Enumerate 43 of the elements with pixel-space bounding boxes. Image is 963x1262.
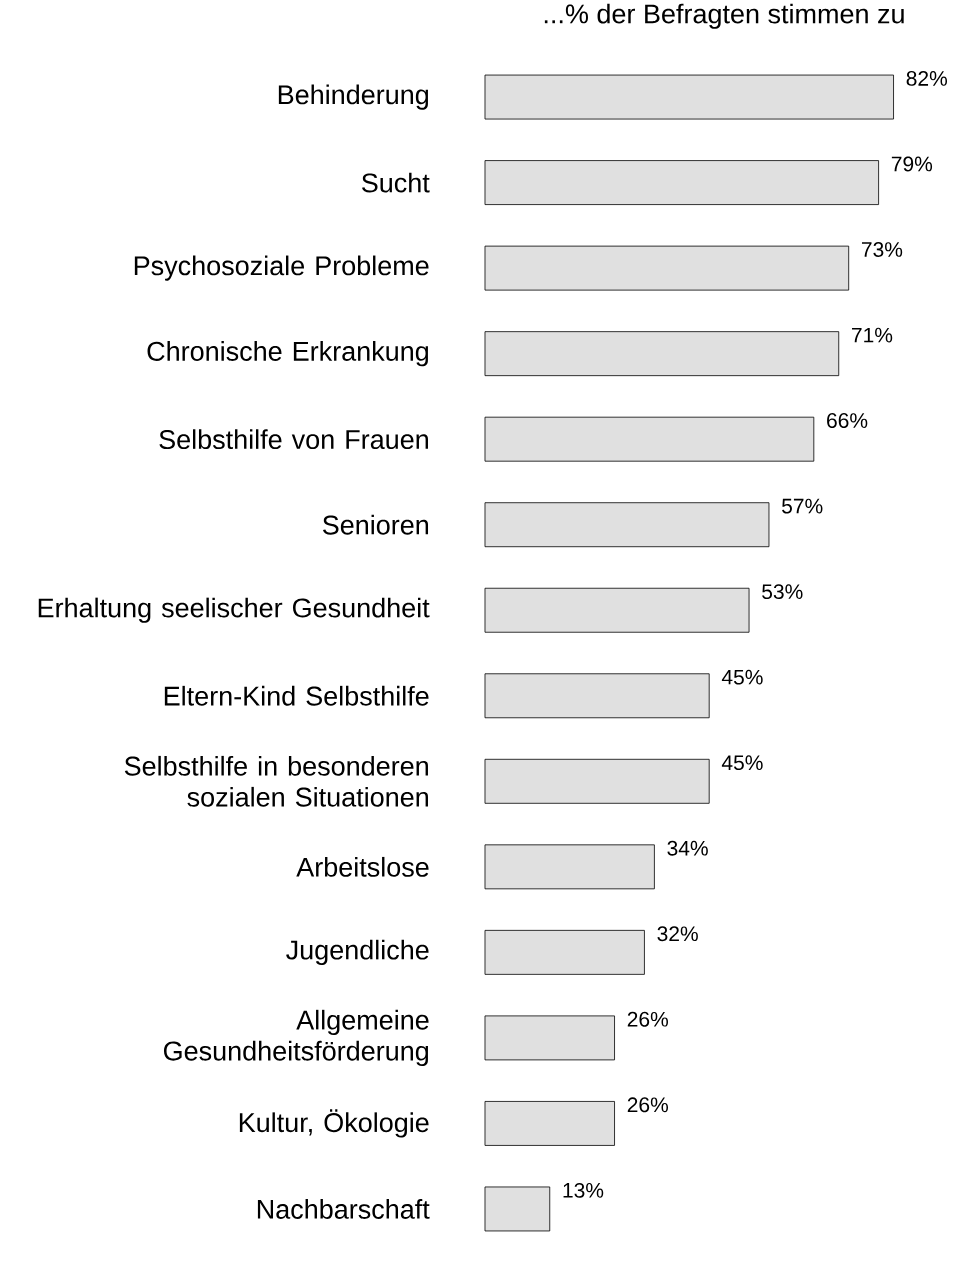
y-tick-label: Psychosoziale Probleme [134, 255, 429, 281]
y-tick-label: Jugendliche [286, 939, 429, 965]
y-tick-label: Erhaltung seelischer Gesundheit [38, 597, 430, 623]
bar [484, 502, 770, 548]
bar [484, 673, 710, 719]
y-tick-label: Sucht [361, 172, 430, 193]
data-label: 73% [861, 242, 903, 257]
data-label: 45% [721, 669, 763, 685]
bar [484, 245, 850, 291]
data-label: 82% [906, 70, 948, 86]
y-tick-label: Nachbarschaft [257, 1199, 430, 1219]
y-tick-label: Senioren [322, 514, 429, 535]
bar [484, 1101, 615, 1146]
data-label: 66% [827, 413, 868, 428]
bar [484, 929, 645, 975]
bar [484, 587, 750, 633]
bar [484, 331, 840, 377]
y-tick-label: Kultur, Ökologie [239, 1109, 429, 1138]
bar [484, 416, 815, 462]
y-tick-label: Selbsthilfe von Frauen [159, 429, 428, 450]
data-label: 79% [891, 156, 933, 172]
bar [484, 74, 894, 120]
data-label: 13% [563, 1182, 604, 1198]
bar [484, 844, 655, 890]
bar [484, 160, 879, 205]
data-label: 34% [667, 840, 708, 856]
data-label: 26% [627, 1097, 669, 1113]
data-label: 57% [782, 498, 823, 514]
bar [484, 1015, 615, 1061]
y-tick-label: Allgemeine Gesundheitsförderung [163, 1009, 429, 1066]
y-tick-label: Behinderung [278, 84, 429, 110]
data-label: 53% [762, 584, 803, 600]
chart-title: ...% der Befragten stimmen zu [544, 3, 904, 29]
bar [484, 1186, 551, 1232]
y-tick-label: Chronische Erkrankung [147, 341, 428, 367]
y-tick-label: Eltern-Kind Selbsthilfe [164, 685, 429, 706]
data-label: 45% [721, 755, 763, 771]
y-tick-label: Selbsthilfe in besonderen sozialen Situationen [124, 755, 428, 807]
data-label: 26% [627, 1011, 669, 1027]
data-label: 71% [852, 327, 893, 343]
bar [484, 758, 710, 804]
data-label: 32% [657, 926, 698, 942]
y-tick-label: Arbeitslose [296, 856, 429, 877]
